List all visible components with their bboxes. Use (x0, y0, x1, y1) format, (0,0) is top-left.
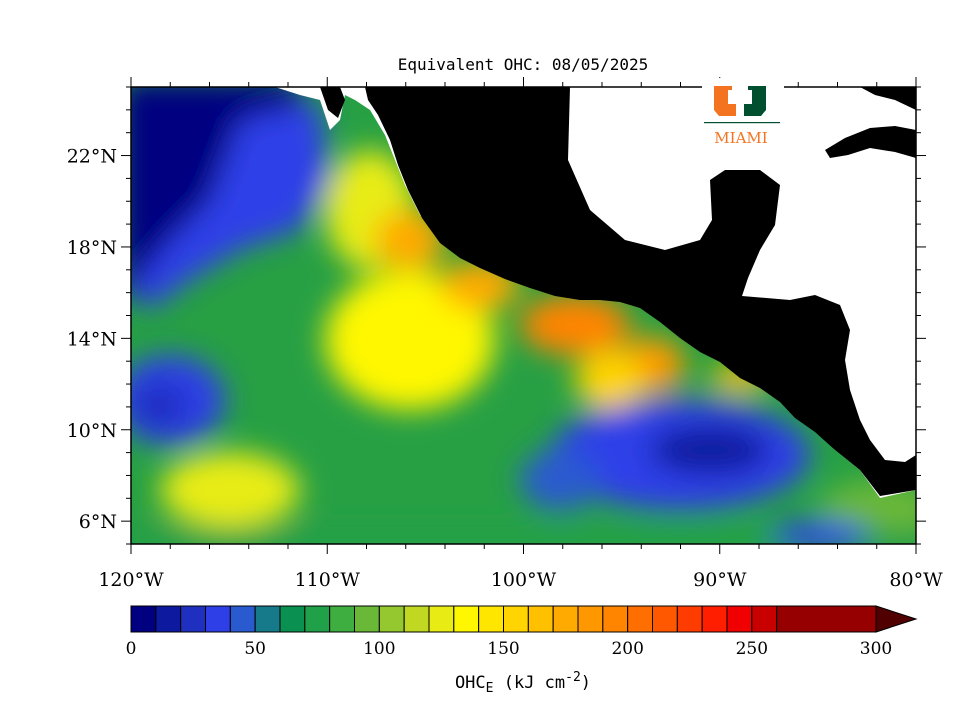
colorbar-tick-label: 0 (126, 639, 137, 659)
ocean-field-coastal-orange-3 (520, 295, 630, 355)
colorbar-swatch (652, 605, 678, 633)
colorbar-swatch (503, 605, 529, 633)
lat-tick-label: 10°N (67, 420, 117, 442)
ocean-field-bottom-blue (770, 521, 870, 544)
colorbar-tick-label: 100 (363, 639, 395, 659)
colorbar-swatch (577, 605, 604, 633)
colorbar-swatch (627, 605, 654, 633)
colorbar-unit-label: OHCE (kJ cm-2) (455, 670, 591, 696)
colorbar-swatch (428, 605, 455, 633)
lat-tick-label: 6°N (79, 511, 117, 533)
colorbar-swatch (552, 605, 579, 633)
baja-land (320, 87, 345, 118)
ocean-field-coastal-yellow (575, 350, 645, 410)
colorbar-tick-label: 200 (611, 639, 643, 659)
lon-tick-label: 80°W (889, 569, 943, 591)
colorbar-tick-label: 300 (860, 639, 892, 659)
cuba-land (825, 126, 916, 158)
colorbar (130, 605, 918, 633)
colorbar-swatch (304, 605, 331, 633)
colorbar-swatch (180, 605, 207, 633)
colorbar-swatch (329, 605, 355, 633)
miami-logo: MIAMI (702, 78, 784, 148)
logo-divider (704, 122, 780, 124)
colorbar-swatch (726, 605, 753, 633)
lat-tick-label: 14°N (67, 328, 117, 350)
colorbar-swatch (676, 605, 703, 633)
logo-text: MIAMI (714, 129, 767, 147)
lon-tick-label: 90°W (693, 569, 747, 591)
map-panel (131, 87, 916, 544)
colorbar-overflow-arrow (875, 605, 918, 633)
mexico-land (365, 87, 916, 496)
logo-u-green (744, 86, 766, 116)
ocean-field-cool-pool-south (520, 450, 600, 510)
colorbar-swatch (403, 605, 430, 633)
colorbar-swatch (478, 605, 504, 633)
map-tick-labels: 120°W 110°W 100°W 90°W 80°W 6°N 10°N 14°N 18°N 22… (67, 146, 943, 591)
ocean-field-southwest-yellow (160, 452, 300, 528)
ocean-field-northwest-blue (131, 100, 330, 310)
ocean-field-bottom-strip (131, 530, 916, 544)
colorbar-swatch (354, 605, 380, 633)
colorbar-swatch (254, 605, 281, 633)
colorbar-swatch (527, 605, 554, 633)
colorbar-swatch (378, 605, 405, 633)
colorbar-tick-label: 150 (487, 639, 519, 659)
land-mexico-central-america (275, 87, 916, 498)
colorbar-swatch (776, 605, 877, 633)
map-title: Equivalent OHC: 08/05/2025 (398, 55, 648, 74)
colorbar-tick-label: 250 (736, 639, 768, 659)
colorbar-swatch (229, 605, 256, 633)
lat-tick-label: 18°N (67, 237, 117, 259)
lon-tick-label: 100°W (491, 569, 557, 591)
colorbar-swatch (602, 605, 629, 633)
logo-u-orange (714, 86, 736, 116)
colorbar-tick-label: 50 (244, 639, 266, 659)
colorbar-swatch (155, 605, 182, 633)
colorbar-swatch (205, 605, 231, 633)
lon-tick-label: 120°W (98, 569, 164, 591)
colorbar-swatch (130, 605, 157, 633)
lon-tick-label: 110°W (295, 569, 361, 591)
colorbar-swatch (453, 605, 480, 633)
florida-land (860, 87, 916, 110)
colorbar-labels: 0 50 100 150 200 250 300 (126, 639, 893, 659)
colorbar-swatch (279, 605, 306, 633)
colorbar-swatch (751, 605, 778, 633)
colorbar-swatch (701, 605, 728, 633)
ocean-field-central-yellow (325, 270, 495, 410)
lat-tick-label: 22°N (67, 146, 117, 168)
ocean-field-cool-pool-deep (650, 425, 770, 475)
ocean-field-west-deep (132, 383, 188, 427)
